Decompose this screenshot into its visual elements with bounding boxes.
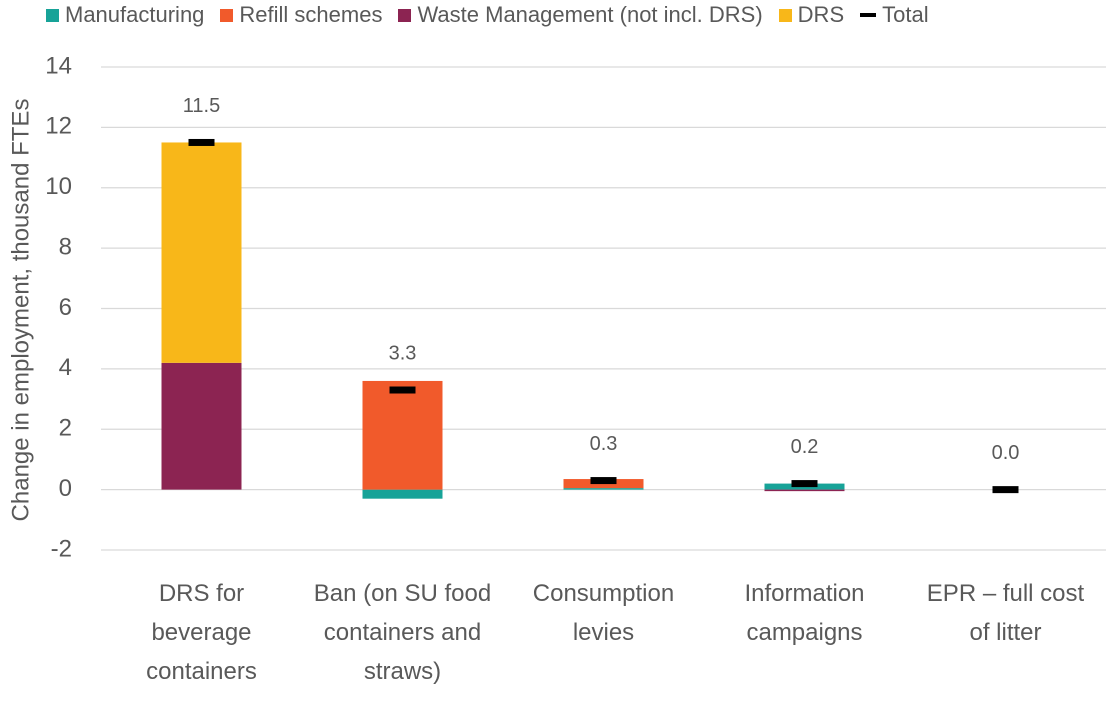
legend-swatch xyxy=(398,8,412,22)
y-tick-label: 8 xyxy=(59,233,72,260)
legend-swatch xyxy=(220,8,234,22)
legend-label: Manufacturing xyxy=(65,2,205,27)
bar-segment xyxy=(563,488,644,490)
legend: Manufacturing Refill schemes Waste Managem… xyxy=(46,0,929,30)
y-tick-label: 2 xyxy=(59,415,72,442)
x-tick-label: Consumption levies xyxy=(532,580,675,646)
total-marker xyxy=(791,480,818,488)
y-tick-label: 14 xyxy=(45,52,72,79)
legend-label: Waste Management (not incl. DRS) xyxy=(417,2,763,27)
legend-item: Manufacturing xyxy=(46,2,204,28)
legend-item: Total xyxy=(860,2,929,28)
bar-segment xyxy=(764,489,845,492)
x-tick-label: Information campaigns xyxy=(744,580,865,646)
legend-item: DRS xyxy=(778,2,845,28)
total-label: 0.3 xyxy=(590,433,618,455)
total-label: 3.3 xyxy=(389,342,417,364)
y-tick-label: 10 xyxy=(45,173,72,200)
bar-segment xyxy=(161,362,242,490)
total-marker xyxy=(992,486,1019,494)
legend-label: Refill schemes xyxy=(239,2,383,27)
y-tick-label: 12 xyxy=(45,113,72,140)
legend-label: Total xyxy=(882,2,929,27)
legend-item: Refill schemes xyxy=(220,2,382,28)
bar-segment xyxy=(362,380,443,490)
y-tick-label: 0 xyxy=(59,475,72,502)
bar-segment xyxy=(161,142,242,363)
x-tick-label: EPR – full cost of litter xyxy=(926,580,1085,646)
legend-swatch xyxy=(778,8,792,22)
total-marker xyxy=(389,386,416,394)
y-tick-label: -2 xyxy=(51,535,72,562)
total-marker xyxy=(188,138,215,146)
legend-swatch xyxy=(46,8,59,22)
total-label: 11.5 xyxy=(183,95,220,117)
total-label: 0.0 xyxy=(992,442,1020,464)
x-tick-label: DRS for beverage containers xyxy=(146,580,257,685)
y-tick-label: 4 xyxy=(59,354,72,381)
x-tick-label: Ban (on SU food containers and straws) xyxy=(313,580,492,685)
y-axis-label: Change in employment, thousand FTEs xyxy=(7,99,34,522)
legend-item: Waste Management (not incl. DRS) xyxy=(398,2,763,28)
total-label: 0.2 xyxy=(791,436,819,458)
bar-segment xyxy=(362,489,443,499)
y-tick-label: 6 xyxy=(59,294,72,321)
legend-label: DRS xyxy=(797,2,845,27)
total-marker xyxy=(590,477,617,485)
legend-swatch xyxy=(860,13,877,17)
